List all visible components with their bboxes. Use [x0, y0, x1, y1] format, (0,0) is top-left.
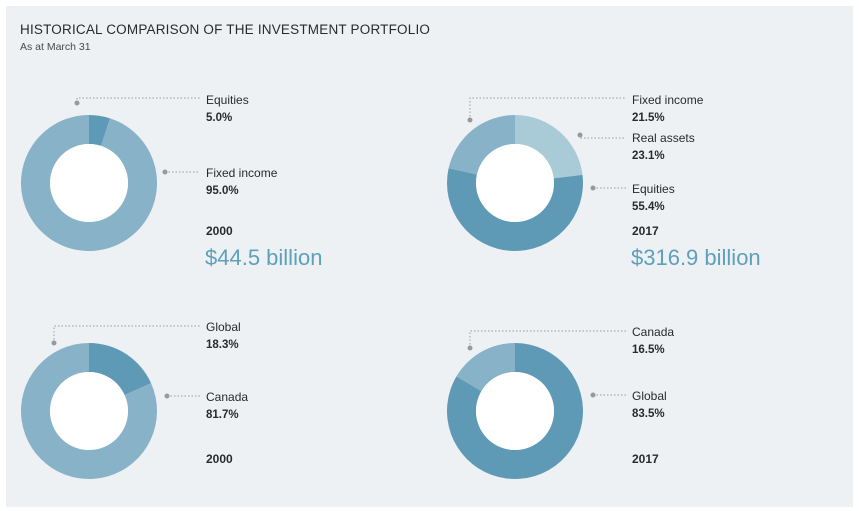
slice-label-equities-2000: Equities	[206, 93, 249, 107]
slice-value-real-assets-2017: 23.1%	[632, 150, 665, 162]
leader-line-canada	[469, 330, 626, 348]
leader-line-global	[53, 325, 200, 343]
page-subtitle: As at March 31	[20, 41, 91, 53]
donut-slice-real-assets-2017	[515, 115, 583, 179]
slice-label-canada-2000: Canada	[206, 390, 249, 404]
donut-hole	[50, 144, 128, 222]
leader-dot-fixed-income	[467, 117, 473, 123]
slice-value-fixed-income-2000: 95.0%	[206, 185, 239, 197]
leader-dot-canada	[467, 345, 473, 351]
slice-label-fixed-income-2000: Fixed income	[206, 166, 278, 180]
donut-hole	[50, 372, 128, 450]
slice-value-canada-2000: 81.7%	[206, 409, 239, 421]
slice-value-fixed-income-2017: 21.5%	[632, 112, 665, 124]
donut-slice-equities-2017	[447, 168, 583, 252]
leader-line-equities	[76, 97, 200, 103]
chart-year: 2017	[632, 452, 659, 466]
donut-slice-global-2017	[447, 343, 584, 479]
slice-label-global-2017: Global	[632, 389, 667, 403]
donut-slice-fixed-income-2000	[21, 115, 158, 251]
leader-dot-equities	[590, 185, 596, 191]
donut-slice-canada-2017	[456, 343, 515, 392]
leader-line-real-assets	[579, 135, 626, 139]
chart-year: 2000	[206, 452, 233, 466]
donut-hole	[476, 372, 554, 450]
leader-dot-canada	[164, 393, 170, 399]
portfolio-total: $316.9 billion	[631, 245, 761, 270]
slice-value-global-2000: 18.3%	[206, 339, 239, 351]
donut-hole	[476, 144, 554, 222]
slice-label-equities-2017: Equities	[632, 182, 675, 196]
slice-label-fixed-income-2017: Fixed income	[632, 93, 704, 107]
slice-label-real-assets-2017: Real assets	[632, 131, 695, 145]
donut-slice-equities-2000	[89, 115, 111, 146]
chart-year: 2000	[206, 224, 233, 238]
leader-line-fixed-income	[469, 97, 626, 120]
slice-value-canada-2017: 16.5%	[632, 344, 665, 356]
portfolio-total: $44.5 billion	[205, 245, 323, 270]
donut-slice-fixed-income-2017	[448, 115, 515, 175]
donut-slice-global-2000	[89, 343, 152, 396]
chart-year: 2017	[632, 224, 659, 238]
slice-label-global-2000: Global	[206, 320, 241, 334]
donut-slice-canada-2000	[21, 343, 158, 479]
leader-dot-real-assets	[577, 132, 583, 138]
slice-label-canada-2017: Canada	[632, 325, 675, 339]
leader-dot-global	[51, 340, 57, 346]
slice-value-equities-2000: 5.0%	[206, 112, 233, 124]
page-title: HISTORICAL COMPARISON OF THE INVESTMENT …	[20, 22, 431, 37]
slice-value-equities-2017: 55.4%	[632, 201, 665, 213]
leader-dot-equities	[74, 100, 80, 106]
slice-value-global-2017: 83.5%	[632, 408, 665, 420]
leader-dot-fixed-income	[162, 169, 168, 175]
leader-dot-global	[590, 392, 596, 398]
